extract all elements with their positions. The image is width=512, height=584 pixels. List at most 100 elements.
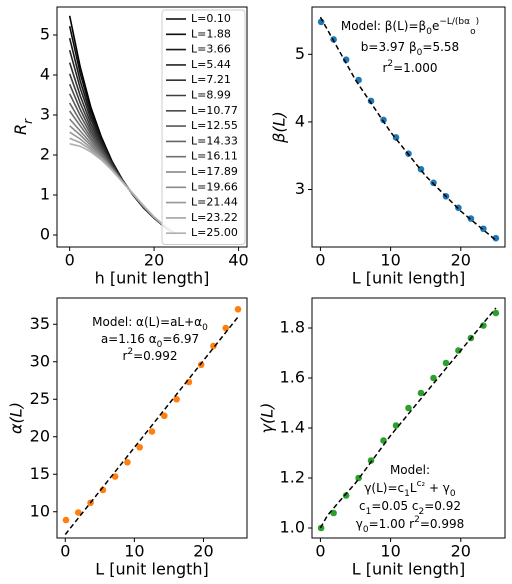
- text-part: Model:: [390, 463, 430, 477]
- subscript: 1: [366, 507, 372, 517]
- y-tick-label: 1.6: [280, 368, 305, 387]
- superscript: 2: [127, 347, 133, 357]
- text-part: =1.000: [393, 61, 437, 75]
- x-axis-label: L [unit length]: [352, 269, 466, 288]
- legend-label: L=0.10: [191, 12, 231, 25]
- superscript: −L/(bα: [439, 17, 470, 27]
- legend-label: L=12.55: [191, 119, 238, 132]
- text-part: e: [432, 19, 439, 33]
- data-point: [480, 225, 487, 233]
- line-series: [68, 49, 176, 235]
- text-part: R: [11, 124, 30, 135]
- data-point: [136, 443, 144, 451]
- text-part: r: [382, 61, 387, 75]
- data-point: [222, 324, 230, 332]
- superscript: c₂: [417, 479, 426, 489]
- annotation: c1=0.05 c2=0.92: [359, 499, 461, 517]
- text-part: =0.05 c: [371, 499, 418, 513]
- data-point: [405, 404, 412, 412]
- legend-label: L=7.21: [191, 73, 231, 86]
- y-tick-label: 4: [295, 111, 305, 130]
- x-tick-label: 20: [451, 251, 471, 270]
- data-point: [367, 97, 375, 105]
- annotation: Model: β(L)=β0e−L/(bαo): [341, 17, 479, 37]
- text-part: =5.58: [422, 40, 459, 54]
- legend: L=0.10 L=1.88 L=3.66 L=5.44 L=7.21 L=8.99 L=10…: [161, 9, 246, 245]
- x-tick-label: 20: [451, 542, 471, 561]
- y-tick-label: 1.0: [280, 518, 305, 537]
- y-tick-label: 3: [40, 105, 50, 124]
- data-point: [467, 215, 475, 222]
- y-axis-label: α(L): [7, 402, 26, 434]
- axes-frame: [56, 297, 248, 539]
- text-part: c: [359, 499, 366, 513]
- subscript: o: [470, 27, 476, 37]
- legend-label: L=21.44: [191, 196, 238, 209]
- data-point: [197, 361, 205, 369]
- subscript: 0: [363, 525, 369, 535]
- annotation: r2=1.000: [382, 59, 437, 75]
- subscript: r: [21, 118, 35, 124]
- legend-label: L=25.00: [191, 226, 238, 239]
- y-axis-label: Rr: [11, 118, 35, 135]
- data-point: [430, 374, 437, 382]
- y-tick-label: 5: [40, 25, 50, 44]
- y-axis-label: γ(L): [258, 403, 277, 434]
- text-part: =6.97: [162, 332, 199, 346]
- x-axis-label: L [unit length]: [95, 560, 209, 579]
- text-part: r: [122, 349, 127, 363]
- y-tick-label: 30: [30, 351, 50, 370]
- legend-frame: [161, 9, 246, 245]
- x-axis-label: L [unit length]: [352, 560, 466, 579]
- data-point: [480, 322, 487, 329]
- axes-frame: [311, 6, 506, 248]
- y-tick-label: 1: [40, 185, 50, 204]
- data-point: [234, 305, 242, 313]
- axes-frame: [311, 297, 506, 539]
- data-point: [392, 422, 400, 429]
- x-axis-label: h [unit length]: [95, 269, 210, 288]
- panel: 0 20 40 0 1 2 3 4 5 h [unit length] Rr L=0.10 L=1.88…: [11, 6, 249, 288]
- subscript: 0: [417, 48, 423, 58]
- subscript: 1: [404, 489, 410, 499]
- subscript: 0: [450, 489, 456, 499]
- fit-line: [319, 16, 497, 241]
- fit-line: [319, 307, 497, 529]
- axes-frame: [56, 6, 248, 248]
- line-series: [69, 118, 176, 235]
- annotation: γ(L)=c1Lc₂ + γ0: [364, 479, 456, 499]
- x-tick-label: 10: [124, 542, 144, 561]
- annotation: b=3.97 β0=5.58: [361, 40, 459, 58]
- y-tick-label: 4: [40, 65, 50, 84]
- y-tick-label: 3: [295, 179, 305, 198]
- annotation: a=1.16 α0=6.97: [101, 332, 199, 350]
- text-part: =0.92: [424, 499, 461, 513]
- annotation: r2=0.992: [122, 347, 177, 363]
- y-tick-label: 1.2: [280, 468, 305, 487]
- legend-label: L=19.66: [191, 180, 238, 193]
- fit-line: [64, 316, 239, 535]
- legend-label: L=16.11: [191, 150, 238, 163]
- superscript: 2: [414, 515, 420, 525]
- data-point: [367, 457, 375, 464]
- data-point: [210, 342, 217, 350]
- x-tick-label: 0: [315, 251, 325, 270]
- text-part: b=3.97 β: [361, 40, 417, 54]
- data-point: [160, 412, 168, 420]
- legend-label: L=3.66: [191, 43, 231, 56]
- legend-label: L=10.77: [191, 104, 238, 117]
- data-point: [342, 492, 350, 499]
- legend-label: L=8.99: [191, 89, 231, 102]
- data-point: [74, 509, 82, 516]
- y-tick-label: 0: [40, 225, 50, 244]
- panel: 0 10 201.01.21.41.61.8L [unit length]γ(L)M…: [258, 297, 506, 579]
- y-tick-label: 10: [30, 501, 50, 520]
- legend-label: L=5.44: [191, 58, 231, 71]
- data-point: [380, 116, 387, 124]
- text-part: a=1.16 α: [101, 332, 157, 346]
- data-point: [173, 395, 180, 403]
- text-part: + γ: [425, 481, 450, 495]
- line-series: [69, 143, 176, 235]
